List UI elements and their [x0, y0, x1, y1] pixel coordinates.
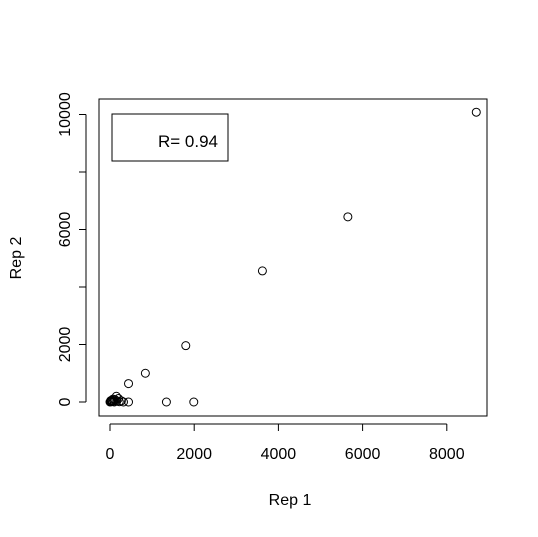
legend-label: R= 0.94: [158, 132, 218, 151]
y-axis: 0 2000 6000 10000: [57, 92, 87, 406]
data-point: [116, 396, 126, 406]
data-point: [124, 379, 134, 389]
data-point: [257, 266, 267, 276]
data-point: [343, 212, 353, 222]
x-tick-label: 0: [106, 446, 115, 463]
data-points: [105, 107, 481, 407]
x-tick-label: 2000: [176, 446, 212, 463]
data-point: [140, 368, 150, 378]
x-tick-label: 6000: [345, 446, 381, 463]
data-point: [161, 397, 171, 407]
data-point: [111, 391, 121, 401]
y-tick-label: 6000: [57, 212, 74, 248]
y-tick-label: 10000: [57, 92, 74, 137]
legend-box: [111, 113, 229, 162]
x-tick-label: 4000: [261, 446, 297, 463]
data-point: [118, 397, 128, 407]
data-point: [471, 107, 481, 117]
y-tick-label: 0: [57, 397, 74, 406]
x-tick-label: 8000: [429, 446, 465, 463]
x-axis: 0 2000 4000 6000 8000: [106, 423, 465, 463]
data-point: [124, 397, 134, 407]
data-point: [181, 341, 191, 351]
y-axis-label: Rep 2: [8, 237, 25, 280]
data-point: [189, 397, 199, 407]
plot-frame: [98, 98, 488, 417]
x-axis-label: Rep 1: [269, 492, 312, 509]
y-tick-label: 2000: [57, 327, 74, 363]
